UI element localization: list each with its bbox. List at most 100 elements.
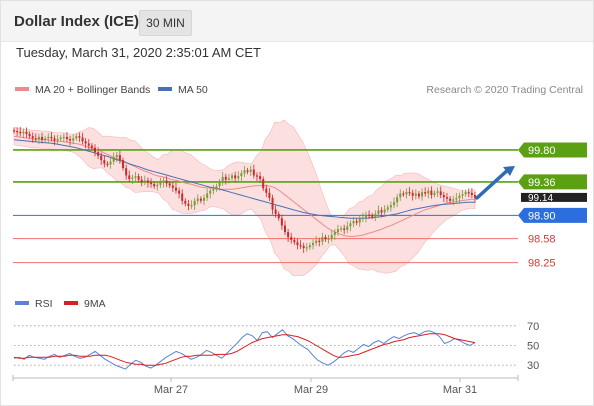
- candle-body: [16, 131, 19, 133]
- candle-body: [268, 192, 271, 198]
- level-tag-1: [518, 174, 587, 190]
- candle-body: [305, 247, 308, 249]
- level-tag-3: [518, 207, 587, 223]
- candle-body: [383, 209, 386, 213]
- ma20-line: [13, 135, 475, 237]
- candle-body: [340, 228, 343, 230]
- ma9-legend-label: 9MA: [84, 298, 106, 310]
- candle-body: [65, 136, 68, 140]
- candle-body: [41, 136, 44, 140]
- candle-body: [81, 137, 84, 142]
- candle-body: [352, 221, 355, 224]
- candle-body: [470, 192, 473, 196]
- candle-body: [265, 188, 268, 193]
- candle-body: [174, 187, 177, 191]
- candle-body: [277, 213, 280, 219]
- candle-body: [299, 245, 302, 247]
- candle-body: [47, 136, 50, 139]
- candle-body: [411, 192, 414, 196]
- chart-header: Dollar Index (ICE) 30 MIN: [1, 1, 593, 42]
- candle-body: [424, 192, 427, 194]
- candle-body: [156, 184, 159, 187]
- candle-body: [137, 176, 140, 180]
- candle-body: [50, 136, 53, 139]
- candle-body: [134, 176, 137, 178]
- candle-body: [290, 237, 293, 241]
- candle-body: [455, 197, 458, 200]
- candle-body: [224, 176, 227, 180]
- credit-label: Research © 2020 Trading Central: [426, 84, 583, 96]
- x-tick-label: Mar 27: [154, 384, 188, 396]
- candle-body: [234, 175, 237, 179]
- level-label-5: 98.25: [528, 258, 556, 270]
- candle-body: [308, 245, 311, 248]
- candle-body: [374, 213, 377, 217]
- candle-body: [56, 139, 59, 141]
- candle-body: [318, 240, 321, 242]
- candle-body: [358, 218, 361, 223]
- candle-body: [255, 175, 258, 177]
- interval-button[interactable]: 30 MIN: [139, 10, 192, 36]
- candle-body: [473, 195, 477, 198]
- candle-body: [449, 198, 452, 201]
- last-price-label: 99.14: [528, 193, 553, 204]
- candle-body: [181, 193, 184, 201]
- forecast-arrowhead: [503, 165, 515, 176]
- candle-body: [274, 209, 277, 214]
- candle-body: [106, 163, 109, 165]
- ma50-legend-swatch: [158, 87, 172, 91]
- candle-body: [355, 221, 358, 223]
- ma20-legend-label: MA 20 + Bollinger Bands: [35, 84, 150, 96]
- candle-body: [90, 145, 93, 148]
- candle-body: [31, 136, 34, 139]
- candle-body: [118, 155, 121, 161]
- candle-body: [231, 175, 234, 179]
- candle-body: [417, 193, 420, 197]
- candle-body: [112, 157, 115, 162]
- candle-body: [364, 214, 367, 218]
- ma20-legend-swatch: [15, 87, 29, 91]
- candle-body: [227, 178, 230, 180]
- candle-body: [262, 179, 265, 189]
- candle-body: [165, 180, 168, 184]
- candle-body: [202, 197, 206, 201]
- candle-body: [271, 197, 274, 210]
- candle-body: [237, 176, 240, 179]
- candle-body: [452, 199, 455, 201]
- candle-body: [296, 242, 299, 246]
- candle-body: [330, 234, 333, 239]
- candle-body: [12, 130, 16, 132]
- candle-body: [87, 143, 90, 146]
- candle-body: [109, 161, 112, 165]
- last-price-tag: [521, 192, 587, 202]
- candle-body: [445, 197, 448, 199]
- candle-body: [402, 193, 405, 195]
- candle-body: [430, 190, 433, 196]
- candle-body: [321, 237, 324, 242]
- ma9-line: [13, 333, 476, 366]
- candle-body: [97, 152, 100, 156]
- forecast-arrow: [475, 167, 511, 200]
- candle-body: [190, 205, 193, 207]
- candle-body: [44, 138, 47, 140]
- candle-body: [433, 192, 436, 196]
- candle-body: [333, 232, 336, 235]
- candle-body: [125, 168, 128, 176]
- candle-body: [146, 180, 149, 183]
- level-label-0: 99.80: [528, 145, 556, 157]
- candle-body: [206, 193, 209, 198]
- candle-body: [171, 185, 174, 188]
- bollinger-band: [13, 119, 476, 277]
- candle-body: [143, 180, 146, 182]
- candle-body: [396, 197, 399, 203]
- candle-body: [349, 223, 352, 227]
- level-label-3: 98.90: [528, 210, 556, 222]
- candle-body: [246, 170, 249, 172]
- candle-body: [131, 177, 134, 180]
- candle-body: [414, 193, 417, 196]
- candle-body: [380, 210, 383, 213]
- level-label-4: 98.58: [528, 234, 556, 246]
- candle-body: [209, 190, 212, 194]
